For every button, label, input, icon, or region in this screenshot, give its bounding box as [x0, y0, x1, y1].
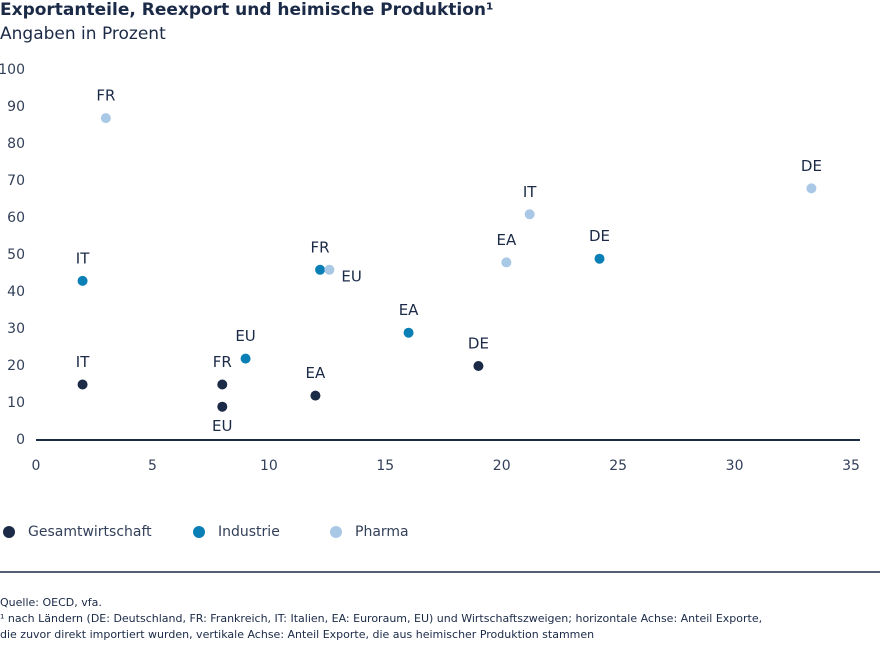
point	[217, 379, 228, 390]
y-tick-label: 70	[7, 173, 25, 189]
legend-label: Industrie	[218, 524, 280, 540]
point-label: IT	[76, 353, 90, 371]
x-tick-label: 35	[842, 458, 860, 474]
point	[403, 327, 414, 338]
chart-title: Exportanteile, Reexport und heimische Pr…	[0, 0, 493, 20]
point	[594, 253, 605, 264]
legend-marker	[3, 526, 15, 538]
point-label: DE	[589, 227, 610, 245]
point-label: EA	[399, 301, 419, 319]
y-tick-label: 30	[7, 321, 25, 337]
legend-marker	[330, 526, 342, 538]
point	[524, 209, 535, 220]
legend-label: Pharma	[355, 524, 409, 540]
point	[217, 401, 228, 412]
y-tick-label: 40	[7, 284, 25, 300]
x-tick-label: 25	[609, 458, 627, 474]
point-label: EU	[235, 327, 255, 345]
point-label: FR	[213, 353, 232, 371]
y-tick-label: 20	[7, 358, 25, 374]
point-label: IT	[76, 249, 90, 267]
legend-label: Gesamtwirtschaft	[28, 524, 152, 540]
y-tick-label: 90	[7, 99, 25, 115]
point	[77, 379, 88, 390]
y-tick-label: 10	[7, 395, 25, 411]
source: Quelle: OECD, vfa.	[0, 596, 102, 609]
y-tick-label: 100	[0, 62, 25, 78]
legend-marker	[193, 526, 205, 538]
point	[324, 264, 335, 275]
y-tick-label: 60	[7, 210, 25, 226]
x-tick-label: 10	[260, 458, 278, 474]
x-tick-label: 5	[148, 458, 157, 474]
point-label: EU	[341, 267, 361, 285]
point	[240, 353, 251, 364]
y-tick-label: 0	[16, 432, 25, 448]
point	[806, 183, 817, 194]
point	[501, 257, 512, 268]
x-tick-label: 15	[376, 458, 394, 474]
x-tick-label: 0	[32, 458, 41, 474]
point-label: FR	[311, 238, 330, 256]
y-tick-label: 50	[7, 247, 25, 263]
footnote: ¹ nach Ländern (DE: Deutschland, FR: Fra…	[0, 612, 762, 625]
footnote: die zuvor direkt importiert wurden, vert…	[0, 628, 594, 641]
point	[473, 361, 484, 371]
point-label: EU	[212, 417, 232, 435]
point-label: EA	[496, 231, 516, 249]
point	[100, 113, 111, 124]
x-tick-label: 30	[726, 458, 744, 474]
chart-subtitle: Angaben in Prozent	[0, 24, 166, 44]
y-tick-label: 80	[7, 136, 25, 152]
point-label: DE	[801, 157, 822, 175]
x-tick-label: 20	[493, 458, 511, 474]
point-label: DE	[468, 335, 489, 353]
point-label: EA	[306, 364, 326, 382]
point	[77, 275, 88, 286]
point-label: IT	[523, 183, 537, 201]
point	[315, 264, 326, 275]
point	[310, 390, 321, 401]
point-label: FR	[96, 87, 115, 105]
